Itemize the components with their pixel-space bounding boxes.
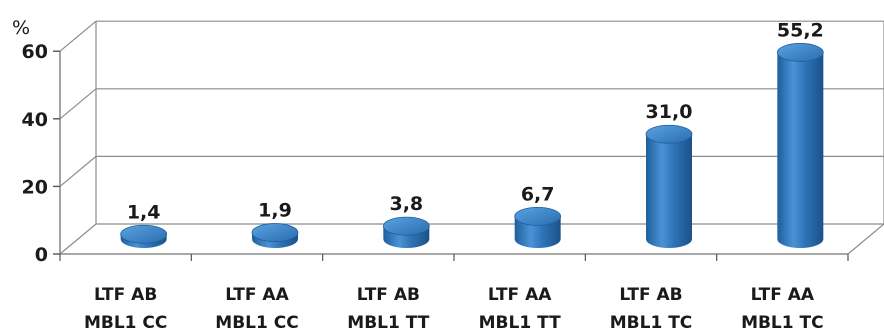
bar-top <box>251 223 299 242</box>
category-label: MBL1 CC <box>84 313 167 332</box>
gridline-path <box>59 20 884 52</box>
bar-top <box>776 43 824 62</box>
bar-top <box>645 124 693 144</box>
data-label: 6,7 <box>521 183 555 205</box>
gridline-path <box>59 88 884 120</box>
category-label: LTF AB <box>94 285 157 305</box>
category-label: MBL1 TT <box>479 313 561 332</box>
bar-body <box>646 134 692 248</box>
y-tick-label: 20 <box>22 176 48 198</box>
bar-top <box>382 216 430 236</box>
gridline-path <box>59 223 884 255</box>
data-label: 3,8 <box>389 193 423 215</box>
category-label: LTF AA <box>225 285 289 305</box>
bar <box>251 223 299 248</box>
data-label: 31,0 <box>646 101 693 123</box>
category-labels: LTF AB MBL1 CC LTF AA MBL1 CC LTF AB MBL1 TT L… <box>59 254 849 332</box>
data-label: 55,2 <box>777 19 824 41</box>
bars <box>120 43 824 249</box>
gridlines <box>59 20 884 255</box>
y-tick-label: 60 <box>22 41 48 63</box>
gridline-path <box>59 155 884 187</box>
category-label: MBL1 TC <box>741 313 824 332</box>
gridline <box>59 20 884 52</box>
bar-top <box>514 206 562 226</box>
plot-frame <box>59 21 884 255</box>
y-tick-label: 40 <box>22 109 48 131</box>
category-label: LTF AB <box>619 285 682 305</box>
data-label: 1,9 <box>258 200 292 222</box>
bar <box>382 216 430 248</box>
data-labels: 1,4 1,9 3,8 6,7 31,0 55,2 <box>127 19 824 223</box>
bar <box>645 124 693 248</box>
y-axis-ticks: 0 20 40 60 <box>22 41 60 266</box>
y-tick-label: 0 <box>35 244 48 266</box>
category-label: LTF AA <box>751 285 815 305</box>
bar-top <box>120 224 168 244</box>
data-label: 1,4 <box>127 201 161 223</box>
bar <box>514 206 562 248</box>
category-label: MBL1 TT <box>347 313 429 332</box>
category-label: MBL1 CC <box>215 313 298 332</box>
y-axis-unit: % <box>12 17 30 39</box>
category-label: LTF AB <box>357 285 420 305</box>
gridline <box>59 88 884 120</box>
bar <box>776 43 824 249</box>
category-label: LTF AA <box>488 285 552 305</box>
bar <box>120 224 168 248</box>
bar-body <box>777 52 824 249</box>
floor-right-edge <box>847 223 884 255</box>
gridline <box>59 155 884 187</box>
category-label: MBL1 TC <box>610 313 693 332</box>
gridline <box>59 223 884 255</box>
